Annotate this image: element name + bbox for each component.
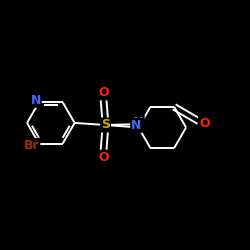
- Text: N: N: [133, 116, 144, 128]
- Text: N: N: [131, 119, 141, 132]
- Text: O: O: [199, 117, 209, 130]
- Text: O: O: [98, 86, 109, 99]
- Text: O: O: [98, 151, 109, 164]
- Text: N: N: [30, 94, 41, 107]
- Text: Br: Br: [24, 139, 39, 152]
- Text: S: S: [101, 118, 110, 132]
